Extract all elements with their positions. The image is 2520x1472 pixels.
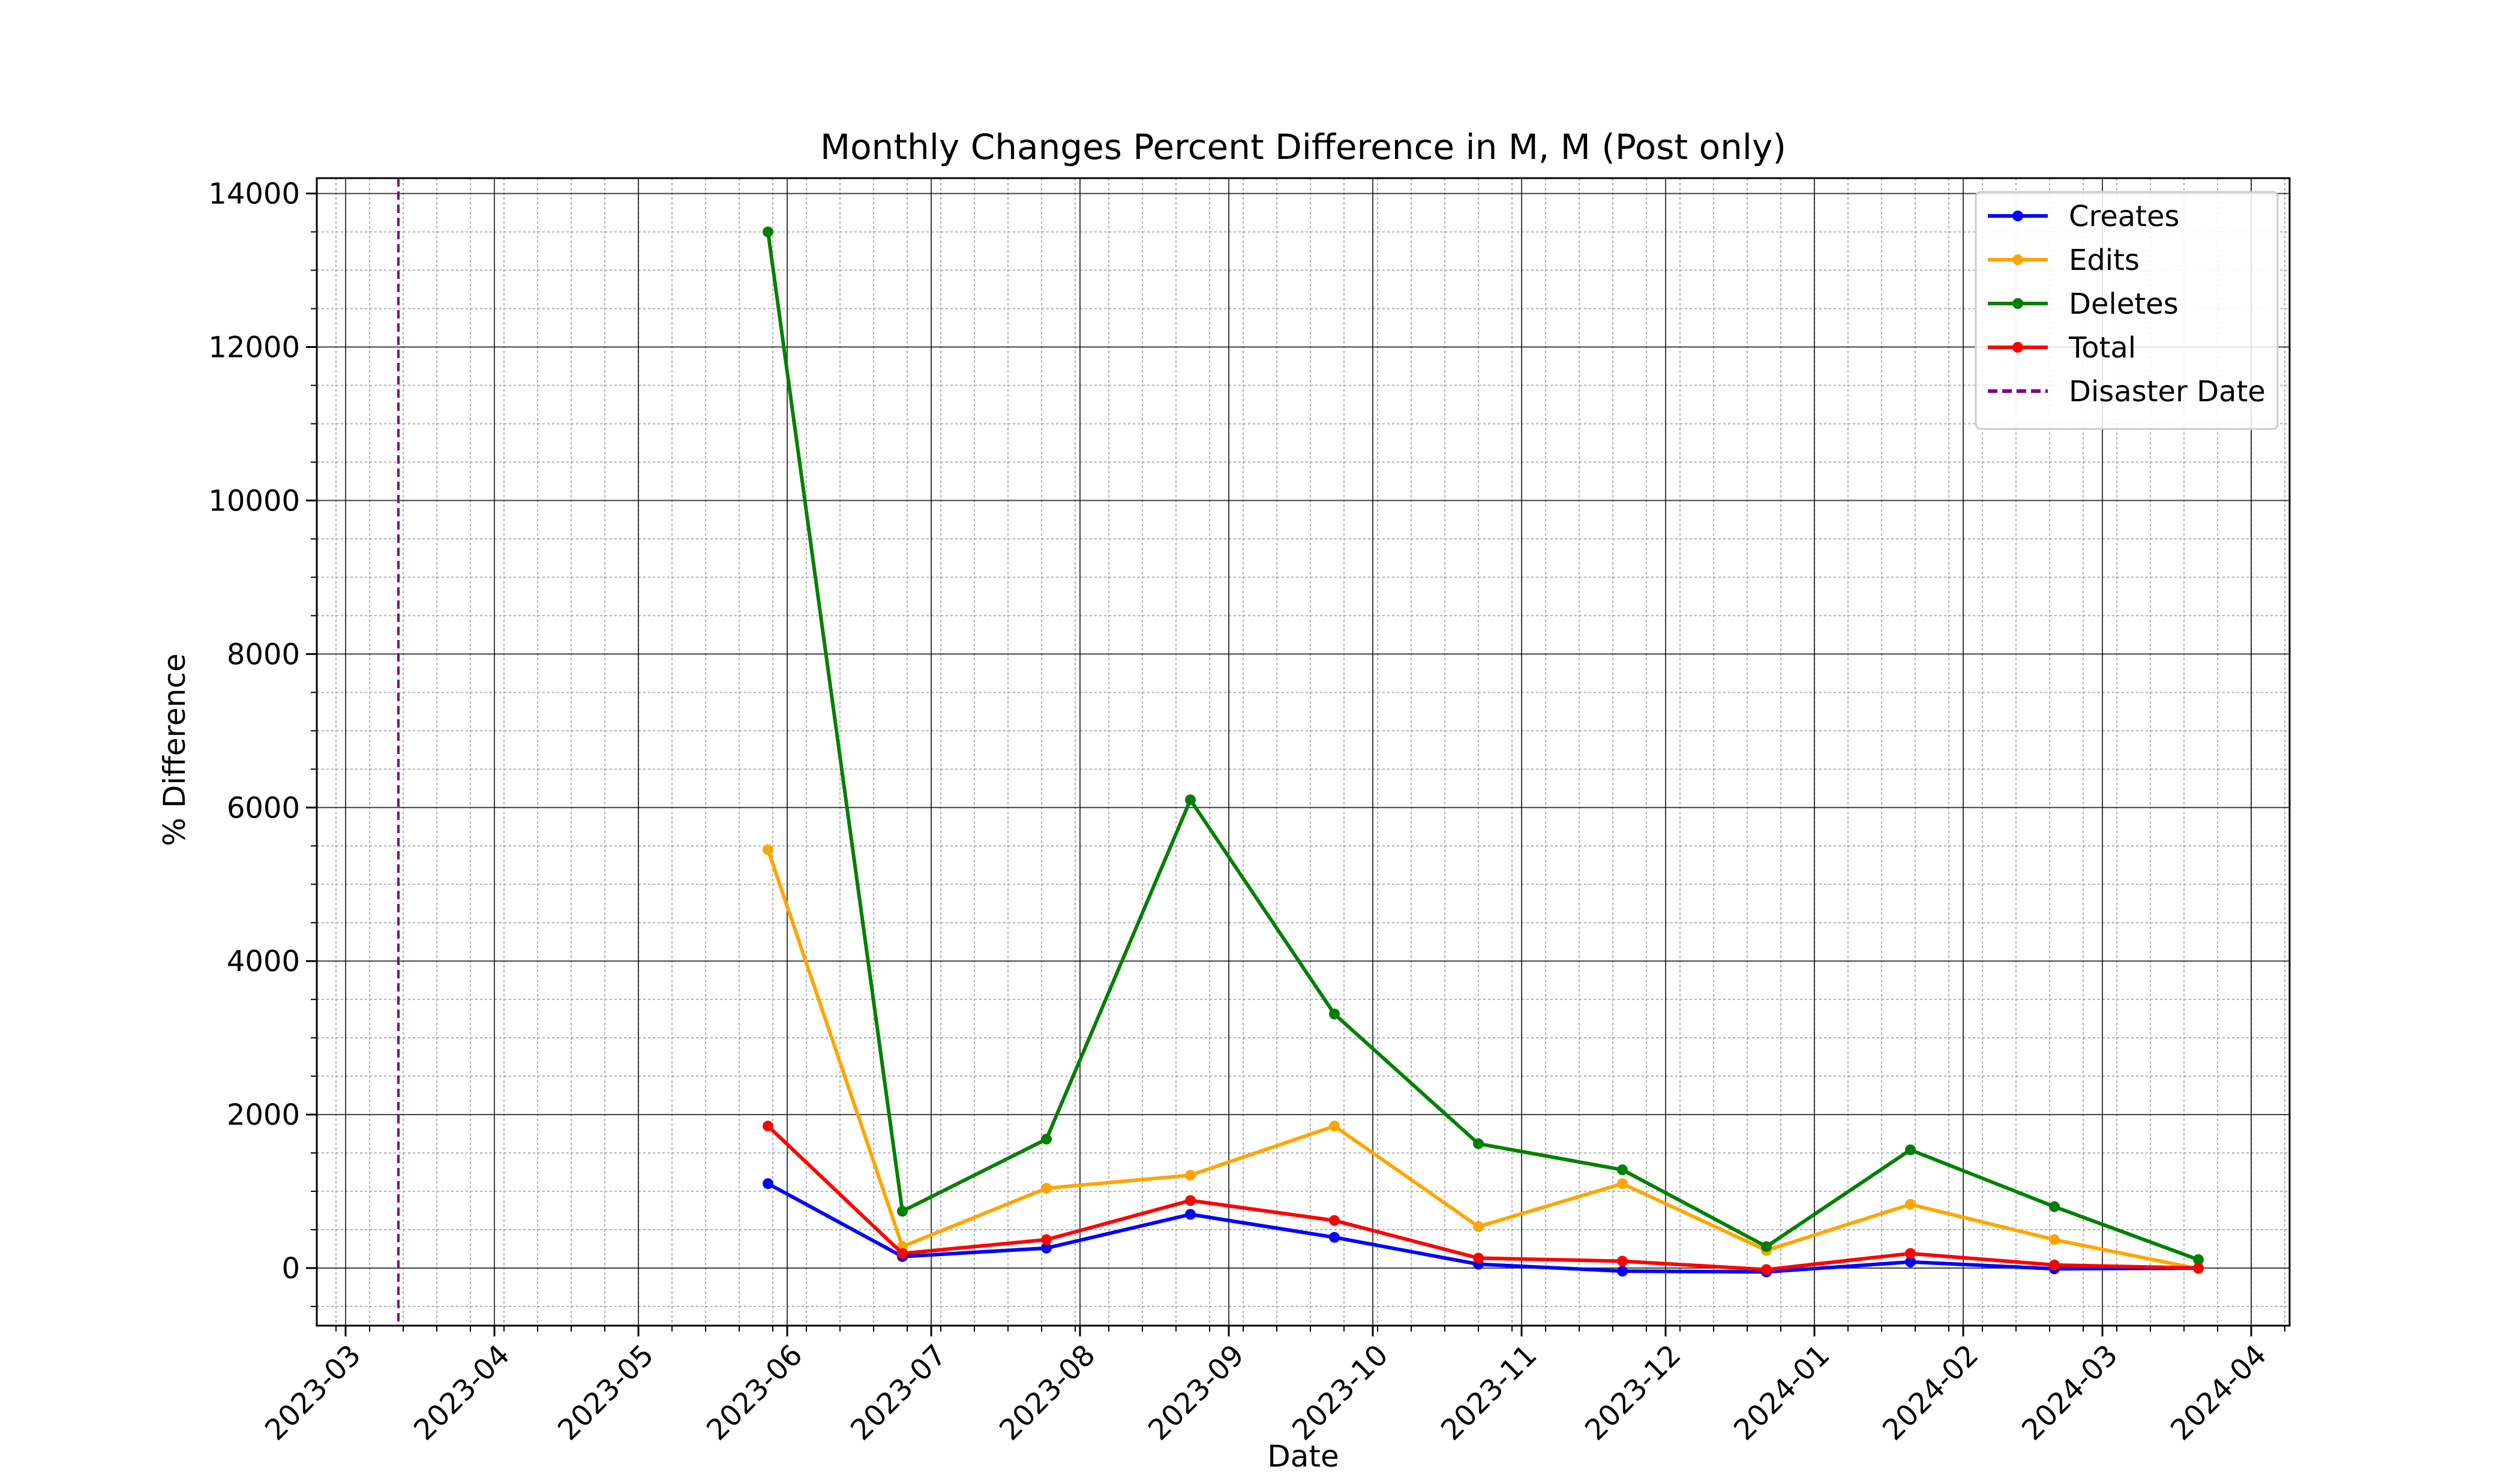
data-point-creates xyxy=(763,1178,773,1189)
x-tick-label: 2023-12 xyxy=(1579,1338,1687,1447)
data-point-total xyxy=(1041,1234,1052,1245)
data-point-deletes xyxy=(1041,1134,1052,1145)
series-layer xyxy=(763,226,2204,1278)
data-point-deletes xyxy=(2193,1254,2204,1265)
y-axis-ticks: 0 2000 4000 6000 8000 10000 12000 14000 xyxy=(208,178,317,1308)
data-point-total xyxy=(1185,1195,1196,1206)
data-point-total xyxy=(1761,1264,1772,1275)
x-tick-label: 2024-04 xyxy=(2164,1338,2273,1447)
legend: Creates Edits Deletes Total Disaster Date xyxy=(1975,191,2279,430)
x-axis-ticks: 2023-03 2023-04 2023-05 2023-06 2023-07 2023-… xyxy=(259,1326,2285,1447)
legend-entry: Disaster Date xyxy=(1988,375,2266,408)
legend-label: Deletes xyxy=(2069,287,2179,321)
data-point-creates xyxy=(1329,1231,1340,1243)
data-point-creates xyxy=(1185,1209,1196,1220)
x-tick-label: 2023-04 xyxy=(407,1338,516,1447)
data-point-total xyxy=(1473,1252,1484,1264)
y-tick-label: 10000 xyxy=(208,484,300,518)
legend-label: Creates xyxy=(2069,200,2180,233)
x-axis-label: Date xyxy=(1267,1439,1339,1470)
x-tick-label: 2024-02 xyxy=(1876,1338,1985,1447)
data-point-total xyxy=(2049,1259,2060,1270)
y-tick-label: 4000 xyxy=(227,945,300,978)
data-point-edits xyxy=(1185,1170,1196,1181)
x-tick-label: 2024-01 xyxy=(1727,1338,1836,1447)
x-tick-label: 2023-08 xyxy=(993,1338,1102,1447)
data-point-deletes xyxy=(763,226,773,238)
data-point-edits xyxy=(1041,1182,1052,1194)
series-line-edits xyxy=(766,849,2199,1271)
data-point-deletes xyxy=(1905,1144,1916,1155)
data-point-deletes xyxy=(2049,1201,2060,1212)
legend-marker xyxy=(2012,342,2023,353)
data-point-edits xyxy=(1473,1221,1484,1232)
legend-marker xyxy=(2012,211,2023,221)
data-point-edits xyxy=(1905,1198,1916,1210)
x-tick-label: 2023-06 xyxy=(700,1338,809,1447)
data-point-edits xyxy=(2049,1234,2060,1245)
data-point-total xyxy=(2193,1263,2204,1274)
y-tick-label: 8000 xyxy=(227,638,300,671)
legend-label: Edits xyxy=(2069,244,2140,277)
data-point-creates xyxy=(1617,1266,1628,1277)
x-tick-label: 2023-05 xyxy=(551,1338,660,1447)
series-deletes xyxy=(763,226,2204,1265)
data-point-creates xyxy=(1041,1242,1052,1254)
data-point-edits xyxy=(1617,1178,1628,1189)
data-point-deletes xyxy=(1329,1008,1340,1020)
data-point-deletes xyxy=(897,1206,908,1217)
series-edits xyxy=(763,844,2204,1275)
plot-frame xyxy=(316,177,2291,1327)
data-point-total xyxy=(763,1120,773,1132)
data-point-deletes xyxy=(1473,1138,1484,1149)
legend-box xyxy=(1975,191,2279,430)
data-point-creates xyxy=(1905,1256,1916,1267)
x-tick-label: 2023-09 xyxy=(1142,1338,1250,1447)
legend-entry: Deletes xyxy=(1988,287,2179,321)
data-point-total xyxy=(897,1248,908,1259)
data-point-deletes xyxy=(1761,1241,1772,1252)
legend-entry: Total xyxy=(1988,331,2136,365)
y-tick-label: 12000 xyxy=(208,331,300,365)
series-line-total xyxy=(766,1125,2199,1272)
legend-marker xyxy=(2012,298,2023,309)
data-point-edits xyxy=(1329,1120,1340,1132)
x-tick-label: 2023-10 xyxy=(1286,1338,1394,1447)
legend-entry: Creates xyxy=(1988,200,2180,233)
series-total xyxy=(763,1120,2204,1275)
legend-marker xyxy=(2012,254,2023,265)
y-axis-label: % Difference xyxy=(157,653,192,846)
minor-grid xyxy=(317,178,2290,1326)
x-tick-label: 2023-03 xyxy=(259,1338,367,1447)
x-tick-label: 2024-03 xyxy=(2015,1338,2124,1447)
x-tick-label: 2023-11 xyxy=(1435,1338,1543,1447)
legend-label: Disaster Date xyxy=(2069,375,2266,408)
legend-label: Total xyxy=(2068,331,2136,365)
y-tick-label: 2000 xyxy=(227,1098,300,1132)
y-tick-label: 14000 xyxy=(208,178,300,211)
x-tick-label: 2023-07 xyxy=(844,1338,953,1447)
data-point-deletes xyxy=(1185,794,1196,806)
y-tick-label: 0 xyxy=(281,1252,300,1285)
data-point-total xyxy=(1905,1248,1916,1259)
data-point-deletes xyxy=(1617,1164,1628,1176)
legend-entry: Edits xyxy=(1988,244,2140,277)
data-point-edits xyxy=(763,844,773,855)
chart-title: Monthly Changes Percent Difference in M,… xyxy=(820,127,1786,167)
data-point-total xyxy=(1329,1215,1340,1226)
y-tick-label: 6000 xyxy=(227,791,300,825)
data-point-total xyxy=(1617,1255,1628,1267)
